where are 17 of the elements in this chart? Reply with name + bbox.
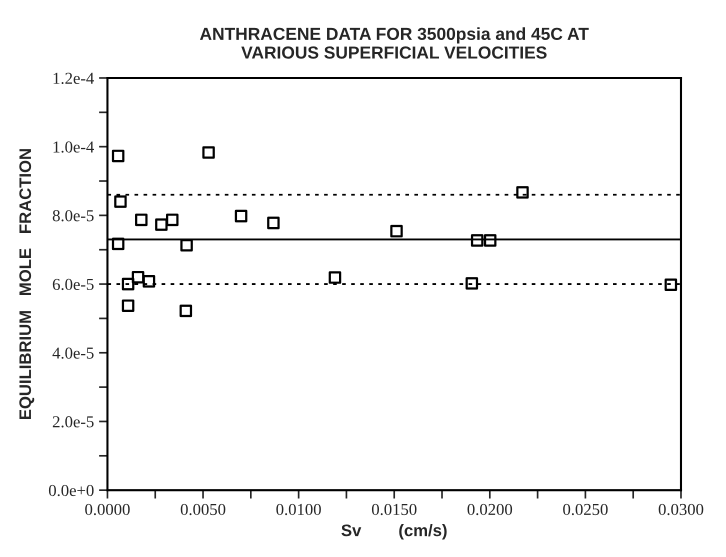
y-tick-label: 0.0e+0 — [48, 484, 94, 496]
x-tick-label: 0.0000 — [85, 504, 130, 516]
x-tick-label: 0.0250 — [563, 504, 608, 516]
y-axis-title: EQUILIBRIUM MOLE FRACTION — [19, 149, 34, 420]
x-tick-label: 0.0050 — [180, 504, 226, 516]
y-tick-label: 8.0e-5 — [52, 210, 94, 222]
x-tick-label: 0.0100 — [276, 504, 321, 516]
chart-title: ANTHRACENE DATA FOR 3500psia and 45C AT VARIOUS SUPERFICIAL VELOCITIES — [200, 27, 589, 59]
x-tick-label: 0.0300 — [658, 504, 704, 516]
x-tick-label: 0.0150 — [372, 504, 416, 516]
x-tick-label: 0.0200 — [468, 504, 512, 516]
y-tick-label: 1.0e-4 — [54, 141, 94, 153]
y-tick-label: 4.0e-5 — [52, 347, 94, 359]
x-axis-title: Sv (cm/s) — [341, 524, 447, 540]
y-tick-label: 6.0e-5 — [52, 278, 94, 290]
y-tick-label: 1.2e-4 — [54, 72, 94, 84]
y-tick-label: 2.0e-5 — [52, 416, 94, 428]
